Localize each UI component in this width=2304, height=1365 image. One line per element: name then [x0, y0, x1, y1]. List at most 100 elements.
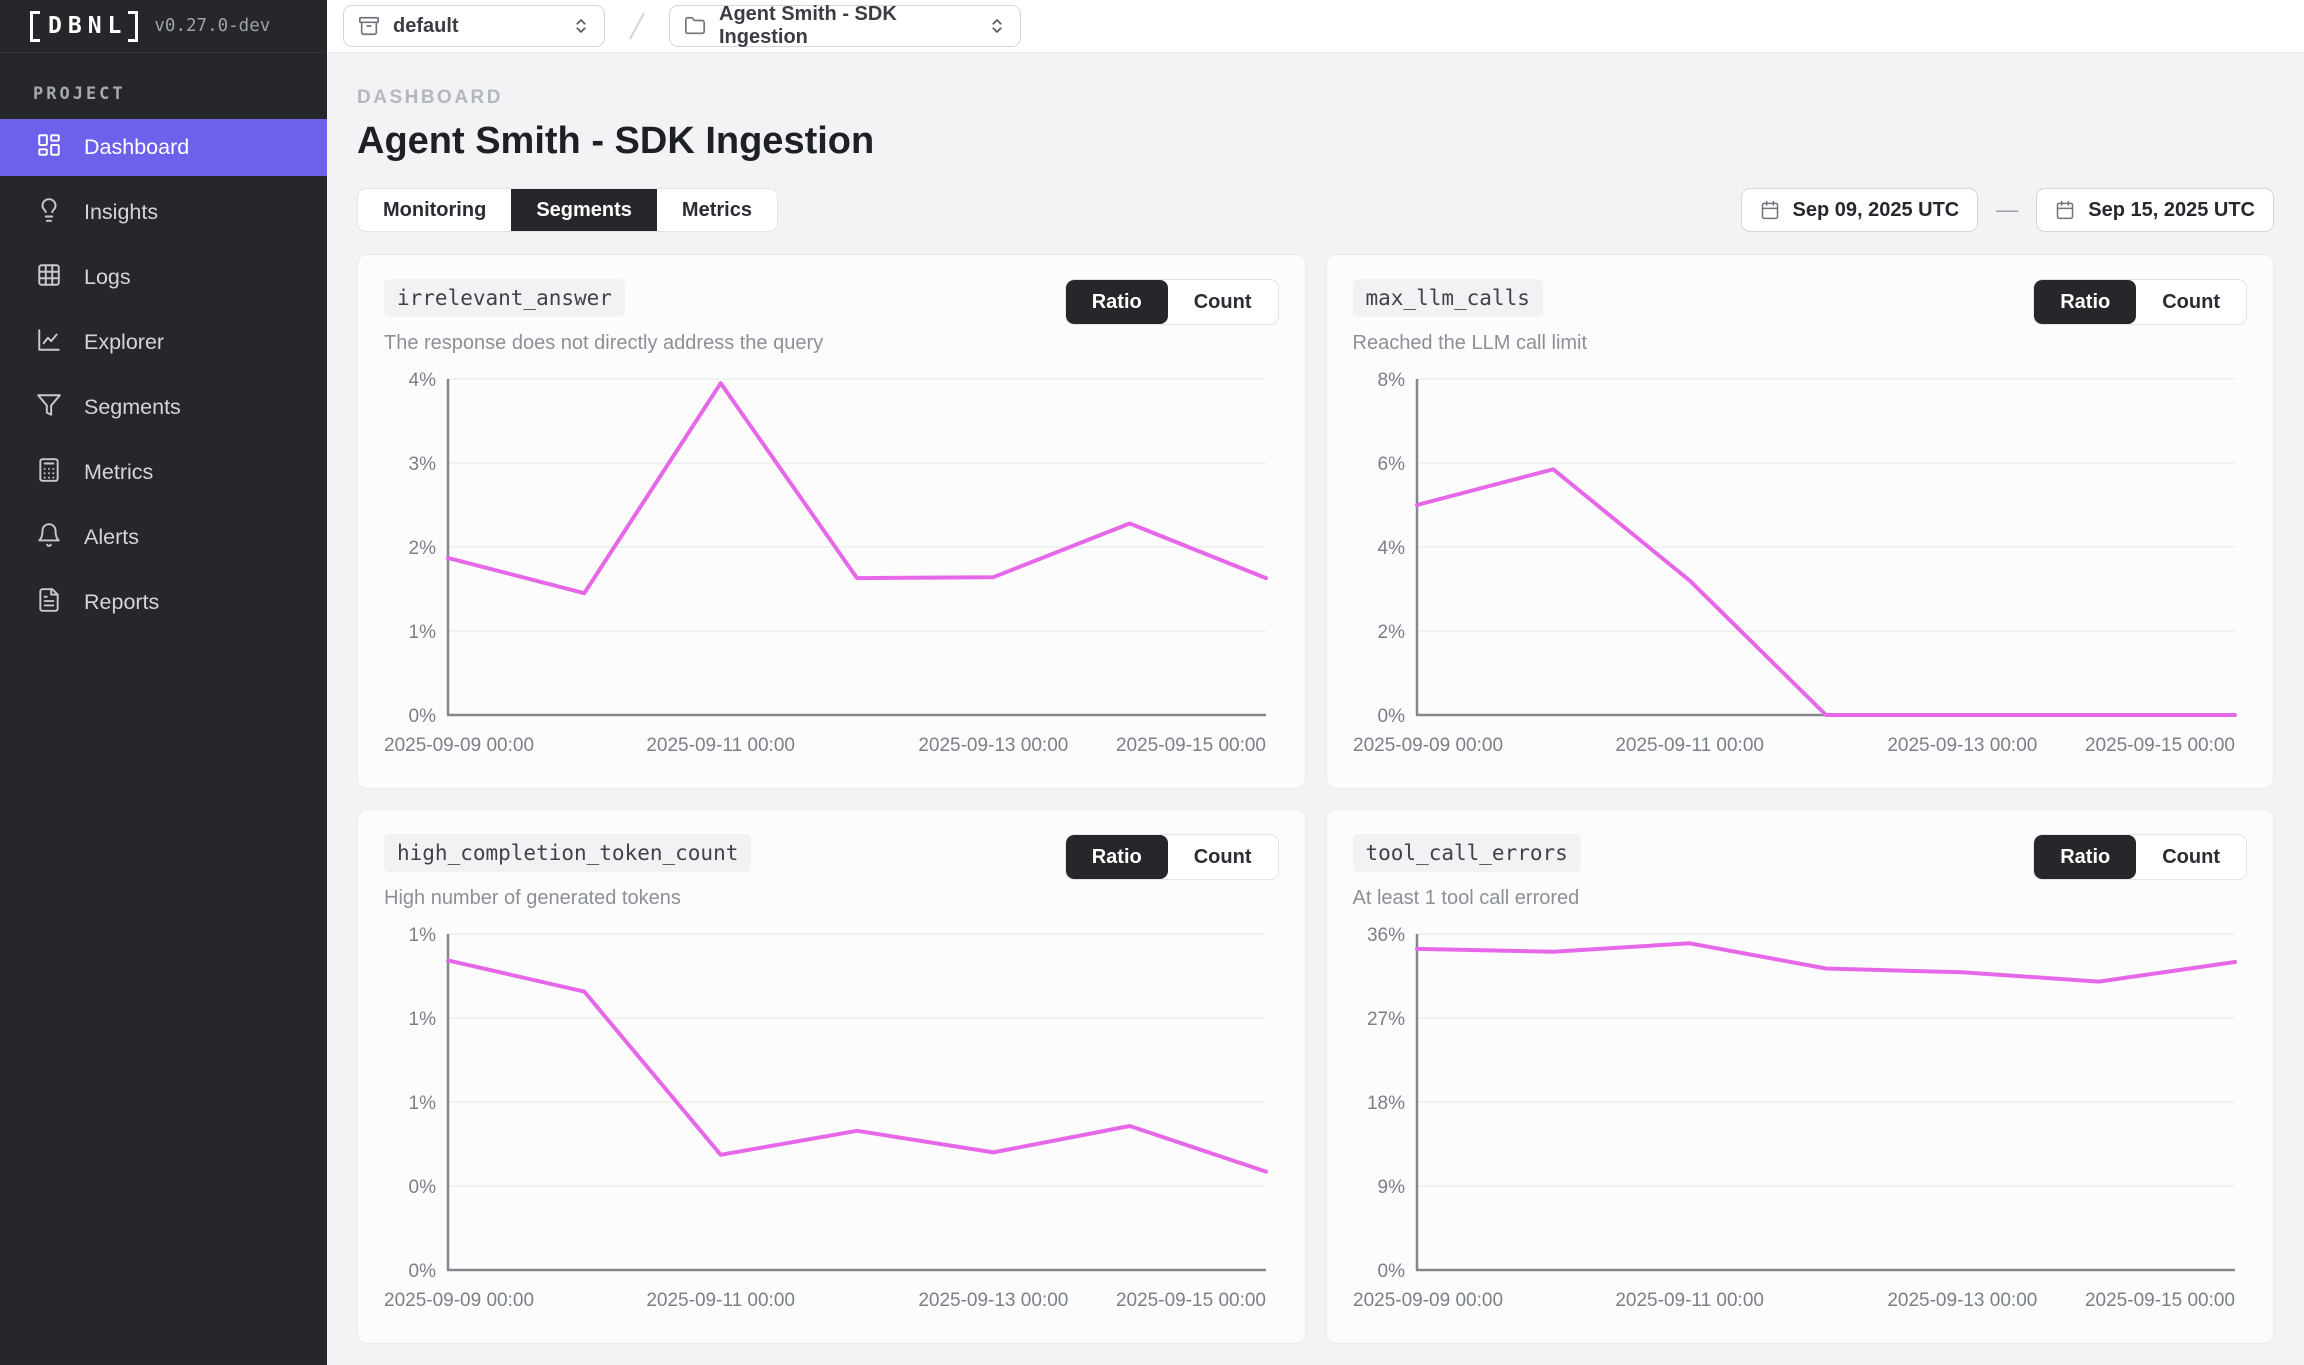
sidebar-section-label: PROJECT — [33, 84, 327, 104]
tab-segments[interactable]: Segments — [511, 189, 657, 231]
app-version: v0.27.0-dev — [154, 16, 270, 36]
reports-icon — [36, 587, 62, 619]
sidebar-item-label: Alerts — [84, 525, 139, 550]
sidebar-item-insights[interactable]: Insights — [0, 184, 327, 241]
metric-name-badge: tool_call_errors — [1353, 834, 1581, 872]
svg-text:2%: 2% — [1377, 622, 1405, 643]
dashboard-page: DASHBOARD Agent Smith - SDK Ingestion Mo… — [327, 53, 2304, 1365]
count-toggle-button[interactable]: Count — [2136, 280, 2246, 324]
svg-text:2025-09-09 00:00: 2025-09-09 00:00 — [1353, 1290, 1503, 1311]
svg-text:0%: 0% — [1377, 1261, 1405, 1282]
ratio-count-toggle: RatioCount — [2033, 834, 2247, 880]
card-header: irrelevant_answer The response does not … — [384, 279, 1279, 355]
svg-text:2025-09-09 00:00: 2025-09-09 00:00 — [384, 1290, 534, 1311]
line-chart: 0%2%4%6%8%2025-09-09 00:002025-09-11 00:… — [1353, 365, 2248, 763]
ratio-toggle-button[interactable]: Ratio — [2034, 280, 2136, 324]
sidebar-item-logs[interactable]: Logs — [0, 249, 327, 306]
tab-monitoring[interactable]: Monitoring — [358, 189, 511, 231]
svg-text:2025-09-09 00:00: 2025-09-09 00:00 — [384, 735, 534, 756]
card-max-llm-calls: max_llm_calls Reached the LLM call limit… — [1326, 254, 2275, 789]
svg-text:36%: 36% — [1366, 925, 1404, 946]
logo-text: DBNL — [40, 13, 128, 39]
project-select[interactable]: Agent Smith - SDK Ingestion — [669, 5, 1021, 47]
line-chart: 0%1%2%3%4%2025-09-09 00:002025-09-11 00:… — [384, 365, 1279, 763]
svg-text:1%: 1% — [409, 1093, 437, 1114]
card-irrelevant-answer: irrelevant_answer The response does not … — [357, 254, 1306, 789]
folder-icon — [684, 15, 706, 37]
logo-bracket-left — [30, 11, 40, 42]
sidebar-item-label: Metrics — [84, 460, 153, 485]
svg-text:2025-09-15 00:00: 2025-09-15 00:00 — [2084, 1290, 2234, 1311]
svg-text:2025-09-13 00:00: 2025-09-13 00:00 — [918, 1290, 1068, 1311]
namespace-select[interactable]: default — [343, 5, 605, 47]
metric-description: High number of generated tokens — [384, 887, 751, 910]
tab-metrics[interactable]: Metrics — [657, 189, 777, 231]
svg-text:0%: 0% — [409, 1261, 437, 1282]
dashboard-icon — [36, 132, 62, 164]
insights-icon — [36, 197, 62, 229]
svg-text:0%: 0% — [1377, 706, 1405, 727]
card-header: tool_call_errors At least 1 tool call er… — [1353, 834, 2248, 910]
date-range-separator: — — [1996, 197, 2018, 223]
svg-text:3%: 3% — [409, 454, 437, 475]
metric-name-badge: high_completion_token_count — [384, 834, 751, 872]
start-date-value: Sep 09, 2025 UTC — [1793, 199, 1960, 222]
app-logo[interactable]: DBNL v0.27.0-dev — [0, 0, 327, 53]
svg-text:18%: 18% — [1366, 1093, 1404, 1114]
logs-icon — [36, 262, 62, 294]
end-date-picker[interactable]: Sep 15, 2025 UTC — [2036, 188, 2274, 232]
svg-text:2025-09-15 00:00: 2025-09-15 00:00 — [1116, 1290, 1266, 1311]
svg-text:1%: 1% — [409, 622, 437, 643]
explorer-icon — [36, 327, 62, 359]
svg-text:1%: 1% — [409, 1009, 437, 1030]
line-chart: 0%9%18%27%36%2025-09-09 00:002025-09-11 … — [1353, 920, 2248, 1318]
svg-text:2%: 2% — [409, 538, 437, 559]
topbar: default Agent Smith - SDK Ingestion — [327, 0, 2304, 53]
svg-text:2025-09-11 00:00: 2025-09-11 00:00 — [646, 1290, 795, 1311]
sidebar: DBNL v0.27.0-dev PROJECT Dashboard Insig… — [0, 0, 327, 1365]
calendar-icon — [1760, 200, 1780, 220]
svg-text:2025-09-15 00:00: 2025-09-15 00:00 — [1116, 735, 1266, 756]
svg-text:2025-09-15 00:00: 2025-09-15 00:00 — [2084, 735, 2234, 756]
count-toggle-button[interactable]: Count — [2136, 835, 2246, 879]
svg-text:2025-09-09 00:00: 2025-09-09 00:00 — [1353, 735, 1503, 756]
svg-text:2025-09-13 00:00: 2025-09-13 00:00 — [1887, 735, 2037, 756]
svg-text:2025-09-13 00:00: 2025-09-13 00:00 — [918, 735, 1068, 756]
ratio-toggle-button[interactable]: Ratio — [2034, 835, 2136, 879]
svg-text:27%: 27% — [1366, 1009, 1404, 1030]
svg-text:2025-09-13 00:00: 2025-09-13 00:00 — [1887, 1290, 2037, 1311]
count-toggle-button[interactable]: Count — [1168, 835, 1278, 879]
sidebar-item-metrics[interactable]: Metrics — [0, 444, 327, 501]
end-date-value: Sep 15, 2025 UTC — [2088, 199, 2255, 222]
sidebar-item-segments[interactable]: Segments — [0, 379, 327, 436]
metric-name-badge: irrelevant_answer — [384, 279, 625, 317]
ratio-toggle-button[interactable]: Ratio — [1066, 835, 1168, 879]
sidebar-item-alerts[interactable]: Alerts — [0, 509, 327, 566]
svg-text:8%: 8% — [1377, 370, 1405, 391]
controls-row: Monitoring Segments Metrics Sep 09, 2025… — [357, 188, 2274, 232]
card-header: high_completion_token_count High number … — [384, 834, 1279, 910]
sidebar-item-dashboard[interactable]: Dashboard — [0, 119, 327, 176]
ratio-count-toggle: RatioCount — [2033, 279, 2247, 325]
project-select-value: Agent Smith - SDK Ingestion — [719, 3, 975, 49]
segments-icon — [36, 392, 62, 424]
logo-bracket-right — [128, 11, 138, 42]
sidebar-item-label: Dashboard — [84, 135, 189, 160]
sidebar-nav: Dashboard Insights Logs Explorer Segment… — [0, 119, 327, 639]
chevrons-up-down-icon — [572, 17, 590, 35]
count-toggle-button[interactable]: Count — [1168, 280, 1278, 324]
start-date-picker[interactable]: Sep 09, 2025 UTC — [1741, 188, 1979, 232]
ratio-toggle-button[interactable]: Ratio — [1066, 280, 1168, 324]
metric-name-badge: max_llm_calls — [1353, 279, 1543, 317]
sidebar-item-reports[interactable]: Reports — [0, 574, 327, 631]
slash-separator — [617, 6, 657, 46]
sidebar-item-explorer[interactable]: Explorer — [0, 314, 327, 371]
breadcrumb: DASHBOARD — [357, 87, 2274, 109]
sidebar-item-label: Segments — [84, 395, 181, 420]
svg-text:4%: 4% — [1377, 538, 1405, 559]
sidebar-item-label: Explorer — [84, 330, 164, 355]
calendar-icon — [2055, 200, 2075, 220]
view-tabs: Monitoring Segments Metrics — [357, 188, 778, 232]
svg-text:6%: 6% — [1377, 454, 1405, 475]
archive-icon — [358, 15, 380, 37]
